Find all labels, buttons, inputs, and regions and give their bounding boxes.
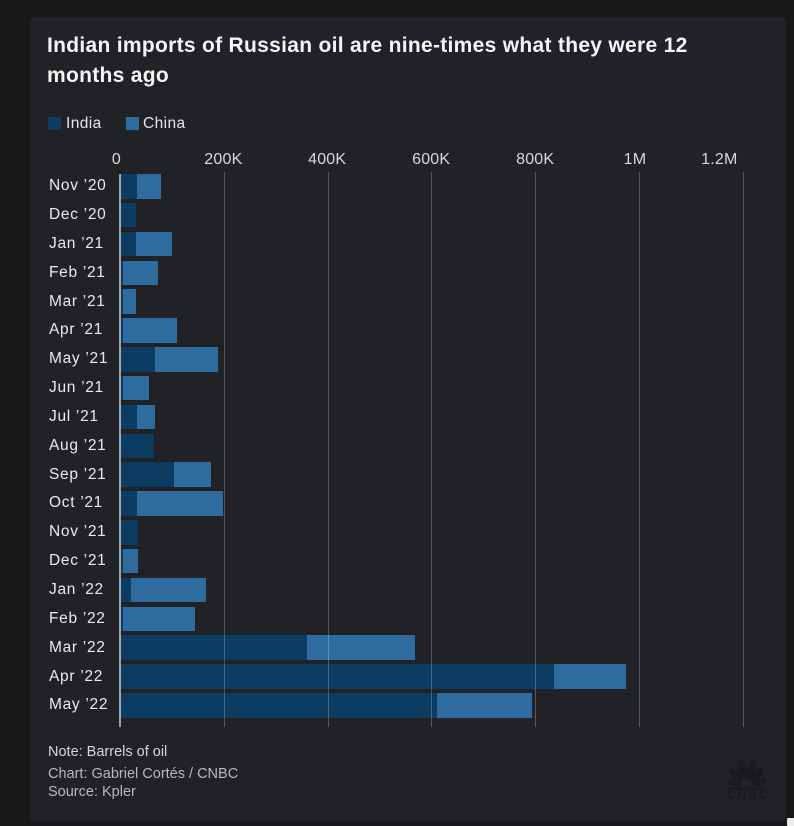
svg-text:CNBC: CNBC	[727, 787, 769, 802]
